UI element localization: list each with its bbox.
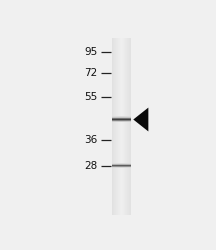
Text: 72: 72 [84, 68, 97, 78]
Polygon shape [133, 108, 148, 132]
Bar [114, 38, 115, 215]
Text: 55: 55 [84, 92, 97, 102]
Bar [112, 167, 131, 168]
Bar [120, 38, 121, 215]
Bar [115, 38, 116, 215]
Bar [112, 116, 131, 117]
Bar [126, 38, 127, 215]
Bar [124, 38, 125, 215]
Text: 36: 36 [84, 135, 97, 145]
Bar [128, 38, 129, 215]
Bar [127, 38, 128, 215]
Bar [112, 166, 131, 167]
Bar [112, 120, 131, 121]
Bar [112, 164, 131, 165]
Bar [124, 38, 125, 215]
Bar [130, 38, 131, 215]
Bar [112, 120, 131, 121]
Bar [112, 119, 131, 120]
Bar [112, 118, 131, 119]
Bar [129, 38, 130, 215]
Bar [118, 38, 119, 215]
Bar [112, 165, 131, 166]
Bar [112, 166, 131, 167]
Bar [114, 38, 115, 215]
Bar [112, 116, 131, 117]
Bar [112, 119, 131, 120]
Bar [112, 167, 131, 168]
Bar [115, 38, 116, 215]
Bar [122, 38, 123, 215]
Bar [118, 38, 119, 215]
Bar [113, 38, 114, 215]
Bar [112, 165, 131, 166]
Text: 95: 95 [84, 47, 97, 57]
Bar [112, 121, 131, 122]
Bar [126, 38, 127, 215]
Bar [121, 38, 122, 215]
Bar [112, 117, 131, 118]
Bar [125, 38, 126, 215]
Bar [112, 164, 131, 165]
Bar [117, 38, 118, 215]
Bar [127, 38, 128, 215]
Bar [112, 164, 131, 165]
Bar [112, 167, 131, 168]
Bar [112, 38, 113, 215]
Bar [112, 117, 131, 118]
Bar [129, 38, 130, 215]
Bar [112, 118, 131, 119]
Bar [116, 38, 117, 215]
Bar [116, 38, 117, 215]
Bar [113, 38, 114, 215]
Bar [122, 38, 123, 215]
Text: 28: 28 [84, 161, 97, 171]
Bar [120, 38, 121, 215]
Bar [125, 38, 126, 215]
Bar [119, 38, 120, 215]
Bar [117, 38, 118, 215]
Bar [131, 38, 132, 215]
Bar [128, 38, 129, 215]
Bar [112, 121, 131, 122]
Bar [112, 163, 131, 164]
Bar [112, 165, 131, 166]
Bar [123, 38, 124, 215]
